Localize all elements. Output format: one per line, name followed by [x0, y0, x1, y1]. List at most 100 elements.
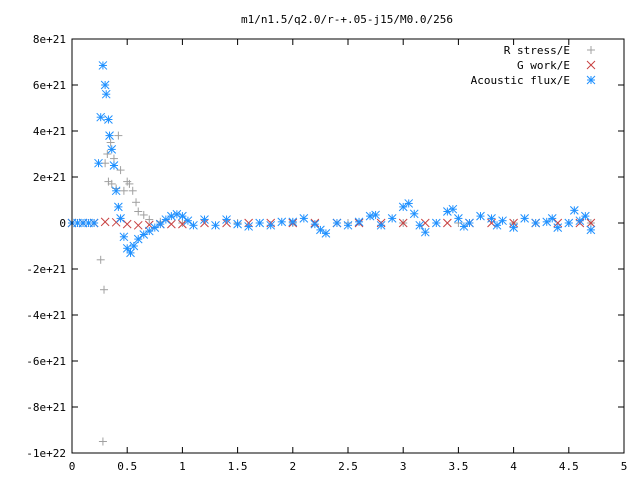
- x-tick-label: 4.5: [559, 460, 579, 473]
- data-point: [105, 131, 114, 140]
- y-tick-label: 2e+21: [33, 171, 66, 184]
- data-point: [128, 186, 137, 195]
- data-point: [459, 222, 469, 231]
- data-point: [111, 186, 121, 196]
- data-point: [266, 220, 276, 230]
- x-tick-label: 3: [400, 460, 407, 473]
- data-point: [465, 218, 474, 228]
- data-point: [100, 217, 110, 227]
- data-point: [586, 218, 596, 228]
- data-point: [398, 218, 408, 228]
- data-point: [581, 211, 590, 221]
- data-point: [277, 217, 287, 227]
- data-point: [114, 202, 123, 212]
- data-point: [189, 220, 198, 230]
- data-point: [106, 138, 115, 147]
- data-point: [167, 211, 176, 221]
- x-tick-label: 0.5: [117, 460, 137, 473]
- data-point: [139, 210, 148, 219]
- legend-label: R stress/E: [504, 44, 570, 57]
- data-point: [586, 225, 596, 235]
- data-point: [100, 285, 109, 294]
- x-tick-label: 2: [289, 460, 296, 473]
- data-point: [509, 223, 518, 232]
- data-point: [365, 211, 375, 221]
- data-point: [332, 218, 342, 228]
- legend-marker: [586, 60, 596, 70]
- data-point: [371, 210, 380, 220]
- data-point: [116, 166, 125, 175]
- y-tick-label: -4e+21: [26, 309, 66, 322]
- data-point: [178, 211, 187, 221]
- data-point: [398, 202, 408, 212]
- y-tick-label: -2e+21: [26, 263, 66, 276]
- data-point: [244, 222, 253, 231]
- y-tick-label: -6e+21: [26, 355, 66, 368]
- x-tick-label: 1.5: [228, 460, 248, 473]
- data-point: [288, 217, 298, 227]
- data-point: [150, 223, 160, 232]
- y-tick-label: 4e+21: [33, 125, 66, 138]
- data-point: [172, 209, 182, 219]
- data-point: [167, 219, 176, 229]
- data-point: [233, 219, 242, 229]
- data-point: [547, 214, 557, 223]
- data-point: [145, 215, 154, 224]
- data-point: [564, 218, 574, 228]
- x-tick-label: 5: [621, 460, 628, 473]
- y-tick-label: 8e+21: [33, 33, 66, 46]
- data-point: [476, 211, 485, 221]
- data-point: [104, 115, 113, 124]
- x-tick-label: 1: [179, 460, 186, 473]
- data-point: [200, 215, 209, 224]
- data-point: [531, 218, 541, 228]
- y-tick-label: -8e+21: [26, 401, 66, 414]
- legend-label: G work/E: [517, 59, 570, 72]
- data-point: [89, 218, 99, 228]
- y-tick-label: 0: [59, 217, 66, 230]
- data-point: [443, 218, 452, 228]
- data-point: [133, 220, 143, 230]
- data-point: [104, 177, 113, 186]
- data-point: [134, 207, 143, 216]
- data-point: [553, 218, 563, 228]
- data-point: [255, 218, 265, 228]
- data-point: [569, 205, 579, 215]
- data-point: [376, 220, 386, 230]
- y-tick-label: -1e+22: [26, 447, 66, 460]
- data-point: [520, 214, 529, 223]
- data-point: [222, 215, 231, 224]
- data-point: [553, 223, 563, 232]
- data-point: [299, 214, 309, 223]
- data-point: [144, 226, 154, 236]
- data-point: [129, 241, 139, 251]
- y-axis: -1e+22 -8e+21 -6e+21 -4e+21 -2e+21 0 2e+21 4e+2…: [26, 33, 624, 460]
- data-point: [107, 145, 117, 154]
- x-axis: 0 0.5 1 1.5 2 2.5 3 3.5 4 4.5 5: [69, 39, 628, 473]
- data-point: [387, 214, 397, 223]
- data-point: [498, 216, 507, 226]
- legend-label: Acoustic flux/E: [471, 74, 570, 87]
- data-point: [109, 154, 118, 163]
- plot-area: [67, 61, 596, 446]
- data-point: [575, 216, 585, 226]
- data-point: [114, 131, 123, 140]
- data-point: [415, 220, 425, 230]
- data-point: [542, 217, 552, 227]
- data-point: [103, 150, 112, 158]
- data-point: [123, 177, 132, 186]
- data-point: [161, 215, 171, 224]
- data-point: [211, 220, 220, 230]
- x-tick-label: 2.5: [338, 460, 358, 473]
- x-tick-label: 4: [510, 460, 517, 473]
- data-point: [454, 214, 463, 223]
- data-point: [448, 204, 458, 214]
- data-point: [409, 209, 419, 219]
- data-point: [96, 112, 106, 122]
- data-point: [98, 437, 107, 446]
- data-point: [100, 80, 110, 90]
- data-point: [119, 232, 129, 242]
- chart-title: m1/n1.5/q2.0/r-+.05-j15/M0.0/256: [241, 13, 453, 26]
- x-tick-label: 3.5: [448, 460, 468, 473]
- data-point: [116, 214, 125, 223]
